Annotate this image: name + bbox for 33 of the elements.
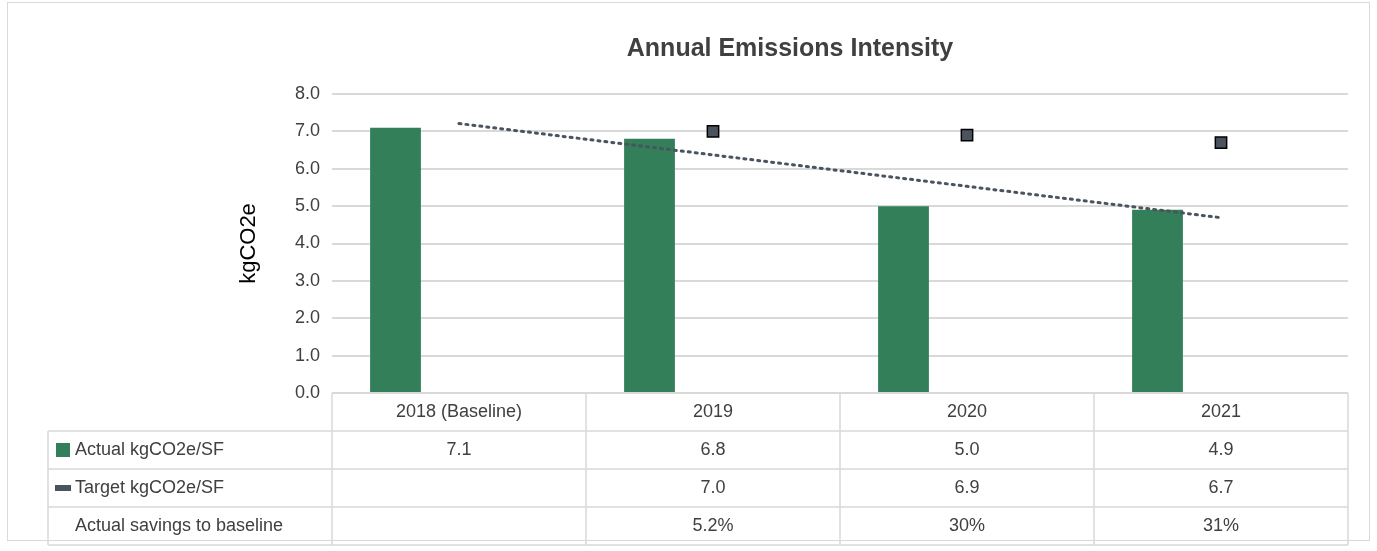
legend-label: Actual kgCO2e/SF [75, 438, 225, 459]
bar [878, 206, 929, 392]
data-label: 6.9 [954, 476, 980, 497]
legend-label: Target kgCO2e/SF [75, 476, 225, 497]
text: 31% [1202, 514, 1240, 535]
x-tick-label: 2019 [692, 400, 734, 421]
chart-title: Annual Emissions Intensity [626, 32, 954, 61]
y-tick-label: 8.0 [294, 82, 320, 103]
text: 30% [948, 514, 986, 535]
y-tick-label: 7.0 [294, 120, 320, 141]
x-tick-label: 2021 [1200, 400, 1242, 421]
y-tick-label: 3.0 [294, 269, 320, 290]
y-tick-label: 1.0 [294, 344, 320, 365]
bar [624, 138, 675, 392]
y-tick-label: 4.0 [294, 232, 320, 253]
line-series [457, 122, 1223, 220]
bar [370, 127, 421, 392]
x-tick-label: 2018 (Baseline) [395, 400, 523, 421]
y-axis-title: kgCO2e [235, 203, 261, 284]
data-label: 5.0 [954, 438, 980, 459]
text: 5.2% [692, 514, 734, 535]
data-label: 7.1 [446, 438, 472, 459]
data-label: 4.9 [1208, 438, 1234, 459]
y-tick-label: 0.0 [294, 381, 320, 402]
data-label: 6.8 [700, 438, 726, 459]
x-tick-label: 2020 [946, 400, 988, 421]
bar [1132, 209, 1183, 392]
data-label: 6.7 [1208, 476, 1234, 497]
y-tick-label: 6.0 [294, 157, 320, 178]
y-tick-label: 5.0 [294, 195, 320, 216]
data-label: 7.0 [700, 476, 726, 497]
y-tick-label: 2.0 [294, 307, 320, 328]
text: Actual savings to baseline [75, 514, 284, 535]
